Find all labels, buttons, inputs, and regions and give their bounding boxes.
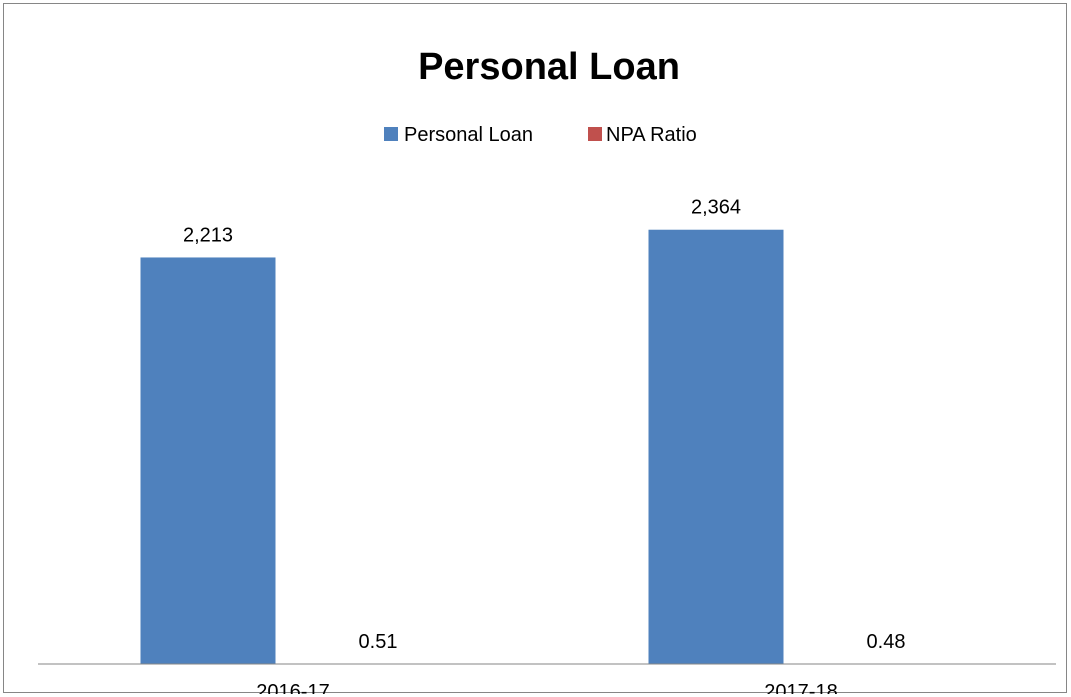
bar-personal-loan-2017-18: [648, 229, 784, 665]
data-label-npa-ratio-2017-18: 0.48: [867, 631, 906, 653]
chart-title: Personal Loan: [418, 46, 680, 88]
data-label-personal-loan-2016-17: 2,213: [183, 224, 233, 246]
data-label-personal-loan-2017-18: 2,364: [691, 197, 741, 219]
bar-personal-loan-2016-17: [140, 257, 276, 664]
data-labels: 2,213 2,364 0.51 0.48: [183, 197, 906, 653]
data-label-npa-ratio-2016-17: 0.51: [359, 631, 398, 653]
bars: [140, 229, 954, 665]
chart-svg: Personal Loan Personal Loan NPA Ratio 2,…: [38, 46, 1056, 694]
legend: Personal Loan NPA Ratio: [384, 124, 697, 146]
legend-label-personal-loan: Personal Loan: [404, 124, 533, 146]
chart-frame: Personal Loan Personal Loan NPA Ratio 2,…: [3, 3, 1067, 694]
x-tick-label-2016-17: 2016-17: [256, 681, 329, 694]
legend-swatch-personal-loan: [384, 127, 398, 141]
legend-label-npa-ratio: NPA Ratio: [606, 124, 697, 146]
legend-swatch-npa-ratio: [588, 127, 602, 141]
x-tick-label-2017-18: 2017-18: [764, 681, 837, 694]
